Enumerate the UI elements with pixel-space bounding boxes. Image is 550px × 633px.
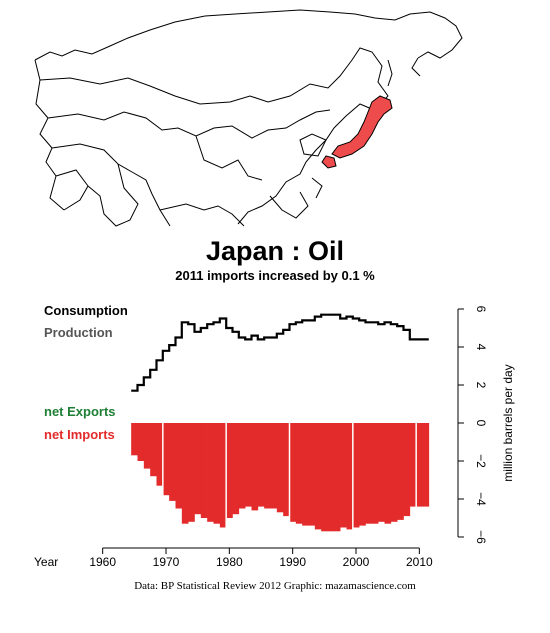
- net-imports-bar: [251, 423, 259, 511]
- legend-net-exports: net Exports: [44, 404, 116, 419]
- x-tick-label: 2000: [343, 555, 370, 569]
- y-tick-label: −6: [474, 530, 488, 544]
- net-imports-bar: [181, 423, 189, 524]
- map-region-outline: [55, 169, 89, 211]
- map-region-outline: [159, 203, 245, 227]
- net-imports-bar: [289, 423, 297, 522]
- map-region-outline: [299, 133, 327, 157]
- x-axis-title: Year: [34, 555, 58, 569]
- decade-separators: [162, 423, 417, 537]
- net-imports-bar: [137, 423, 145, 461]
- net-imports-bar: [308, 423, 316, 526]
- chart-footer: Data: BP Statistical Review 2012 Graphic…: [134, 580, 416, 592]
- net-imports-bar: [409, 423, 417, 507]
- net-imports-bar: [257, 423, 265, 507]
- map-region-outline: [39, 47, 389, 225]
- net-imports-bar: [327, 423, 335, 532]
- net-imports-bars: [131, 423, 430, 532]
- net-imports-bar: [207, 423, 214, 522]
- x-tick-label: 2010: [406, 555, 433, 569]
- net-imports-bar: [384, 423, 392, 524]
- japan-shape: [331, 95, 393, 159]
- net-imports-bar: [188, 423, 195, 522]
- map-region-outline: [34, 59, 65, 211]
- y-tick-label: 0: [474, 420, 488, 427]
- net-imports-bar: [302, 423, 309, 526]
- net-imports-bar: [333, 423, 341, 532]
- y-axis: 6 4 2 0 −2 −4 −6 million barrels per day: [457, 306, 515, 544]
- y-tick-label: 4: [474, 344, 488, 351]
- net-imports-bar: [422, 423, 430, 507]
- net-imports-bar: [346, 423, 354, 530]
- net-imports-bar: [403, 423, 411, 517]
- net-imports-bar: [232, 423, 240, 515]
- net-imports-bar: [371, 423, 379, 524]
- net-imports-bar: [238, 423, 246, 509]
- map-region-outline: [34, 9, 463, 61]
- net-imports-bar: [283, 423, 290, 517]
- net-imports-bar: [143, 423, 151, 469]
- y-tick-label: 2: [474, 382, 488, 389]
- y-tick-label: 6: [474, 306, 488, 313]
- net-imports-bar: [194, 423, 202, 515]
- map-region-outline: [87, 163, 139, 227]
- net-imports-bar: [276, 423, 284, 513]
- legend-production: Production: [44, 325, 113, 340]
- net-imports-bar: [219, 423, 227, 528]
- net-imports-bar: [200, 423, 208, 518]
- y-tick-label: −2: [474, 454, 488, 468]
- map-region-outline: [51, 143, 171, 227]
- net-imports-bar: [175, 423, 183, 509]
- asia-map: [34, 9, 463, 227]
- net-imports-bar: [314, 423, 322, 530]
- net-imports-bar: [226, 423, 233, 518]
- map-region-outline: [269, 191, 309, 219]
- net-imports-bar: [340, 423, 347, 528]
- legend-net-imports: net Imports: [44, 427, 115, 442]
- net-imports-bar: [264, 423, 271, 509]
- japan-shape: [321, 155, 337, 169]
- net-imports-bar: [295, 423, 303, 524]
- net-imports-bar: [162, 423, 170, 496]
- x-tick-label: 1970: [153, 555, 180, 569]
- chart-subtitle: 2011 imports increased by 0.1 %: [175, 268, 375, 283]
- net-imports-bar: [359, 423, 366, 526]
- net-imports-bar: [213, 423, 221, 524]
- x-tick-label: 1980: [216, 555, 243, 569]
- map-region-outline: [195, 135, 263, 181]
- net-imports-bar: [378, 423, 385, 522]
- net-imports-bar: [131, 423, 138, 456]
- x-tick-label: 1990: [279, 555, 306, 569]
- map-region-outline: [387, 59, 393, 87]
- x-axis: 1960 1970 1980 1990 2000 2010 Year: [34, 547, 433, 569]
- net-imports-bar: [245, 423, 252, 507]
- legend-consumption: Consumption: [44, 303, 128, 318]
- chart-title: Japan : Oil: [205, 236, 345, 266]
- net-imports-bar: [416, 423, 423, 507]
- net-imports-bar: [352, 423, 360, 528]
- net-imports-bar: [390, 423, 398, 522]
- map-region-outline: [411, 57, 421, 77]
- net-imports-bar: [365, 423, 373, 524]
- net-imports-bar: [321, 423, 328, 532]
- net-imports-bar: [397, 423, 404, 520]
- map-region-outline: [311, 177, 323, 199]
- y-axis-title: million barrels per day: [501, 364, 515, 481]
- net-imports-bar: [169, 423, 176, 501]
- x-tick-label: 1960: [89, 555, 116, 569]
- net-imports-bar: [150, 423, 157, 477]
- net-imports-bar: [156, 423, 164, 486]
- consumption-line: [131, 313, 429, 392]
- net-imports-bar: [270, 423, 278, 509]
- y-tick-label: −4: [474, 492, 488, 506]
- map-region-outline: [47, 109, 331, 139]
